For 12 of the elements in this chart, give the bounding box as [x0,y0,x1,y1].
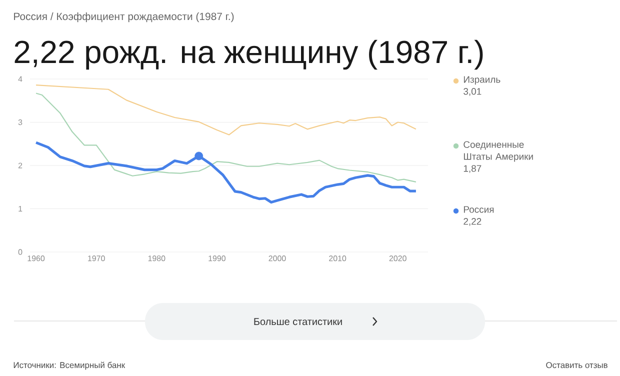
text: Источники: Всемирный банк [14,362,126,370]
chart-title: 2,22 рожд. на женщину (1987 г.) [14,40,483,70]
text: Оставить отзыв [546,362,608,368]
chart-subtitle: Россия / Коэффициент рождаемости (1987 г.) [14,12,234,22]
line-series [35,92,416,182]
text: Больше статистики [254,318,342,326]
text: 2,22 [464,218,482,226]
text: 1,87 [464,165,482,173]
legend-label: Израиль [464,76,500,85]
legend-label: Соединенные Штаты Америки [464,141,533,162]
legend-label: Россия [464,206,494,213]
text: 3,01 [464,88,482,96]
